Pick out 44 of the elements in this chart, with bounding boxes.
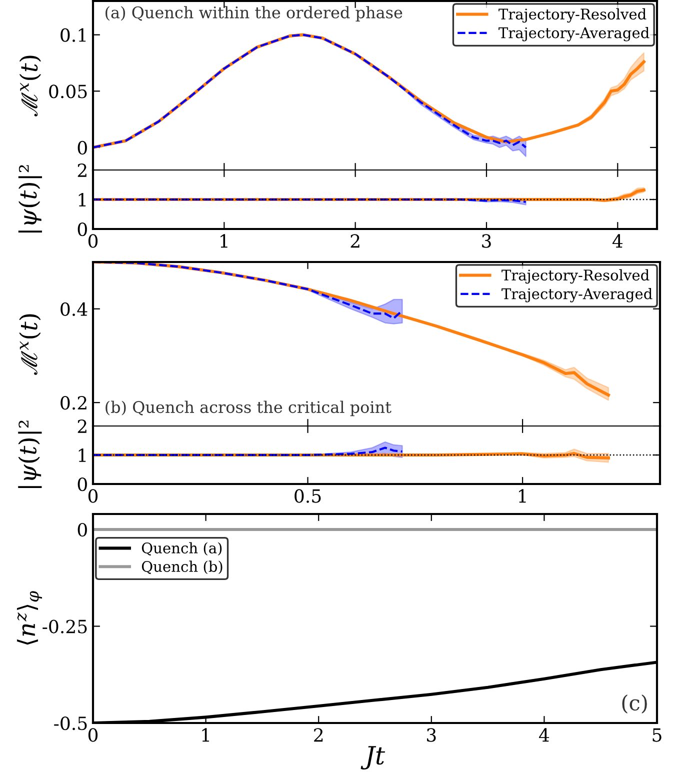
legend-label: Trajectory-Averaged: [498, 26, 650, 42]
annotation: (a) Quench within the ordered phase: [106, 6, 402, 22]
x-tick-label: 3: [482, 234, 491, 248]
legend-label: Trajectory-Averaged: [502, 288, 652, 302]
y-tick-label: 0.1: [60, 28, 86, 42]
annotation: (b) Quench across the critical point: [106, 400, 392, 416]
x-tick-label: 3: [427, 728, 436, 742]
y-tick-label: 0: [78, 522, 87, 537]
y-tick-label: 2: [78, 163, 86, 177]
x-tick-label: 4: [539, 728, 550, 742]
y-axis-title: |ψ(t)|²: [18, 420, 42, 488]
x-tick-label: 1: [202, 728, 209, 742]
x-tick-label: 5: [652, 728, 662, 742]
x-tick-label: 1: [519, 489, 526, 503]
y-axis-title: ℳ$^{x}$(t): [19, 314, 41, 375]
y-tick-label: 0: [78, 477, 87, 492]
x-tick-label: 1: [220, 234, 228, 248]
y-axis-title: |ψ(t)|²: [18, 165, 42, 232]
legend-label: Quench (a): [142, 542, 222, 556]
x-tick-label: 0.5: [294, 489, 321, 503]
x-tick-label: 0: [88, 234, 98, 248]
y-tick-label: 0: [78, 222, 87, 236]
x-tick-label: 4: [612, 234, 622, 248]
y-tick-label: 1: [78, 192, 86, 206]
y-axis-title: ⟨n$^{z}$⟩$_{φ}$: [16, 591, 42, 645]
y-tick-label: 2: [78, 419, 86, 433]
y-tick-label: 0.05: [49, 84, 87, 98]
x-tick-label: 2: [350, 234, 360, 248]
annotation: (c): [622, 694, 647, 714]
legend-label: Quench (b): [142, 560, 222, 574]
x-tick-label: 0: [88, 728, 98, 742]
x-axis-title: Jt: [360, 746, 386, 770]
y-tick-label: 0.2: [60, 396, 86, 410]
y-tick-label: 0: [78, 140, 87, 155]
legend-label: Trajectory-Resolved: [498, 8, 646, 23]
y-tick-label: 1: [78, 448, 86, 462]
line-series: [93, 446, 404, 456]
legend-label: Trajectory-Resolved: [502, 269, 650, 284]
y-tick-label: -0.5: [54, 716, 87, 730]
x-tick-label: 0: [88, 489, 98, 503]
y-tick-label: 0.4: [60, 302, 88, 316]
x-tick-label: 2: [314, 728, 323, 742]
y-axis-title: ℳ$^{x}$(t): [19, 56, 42, 116]
y-tick-label: -0.25: [42, 620, 87, 634]
